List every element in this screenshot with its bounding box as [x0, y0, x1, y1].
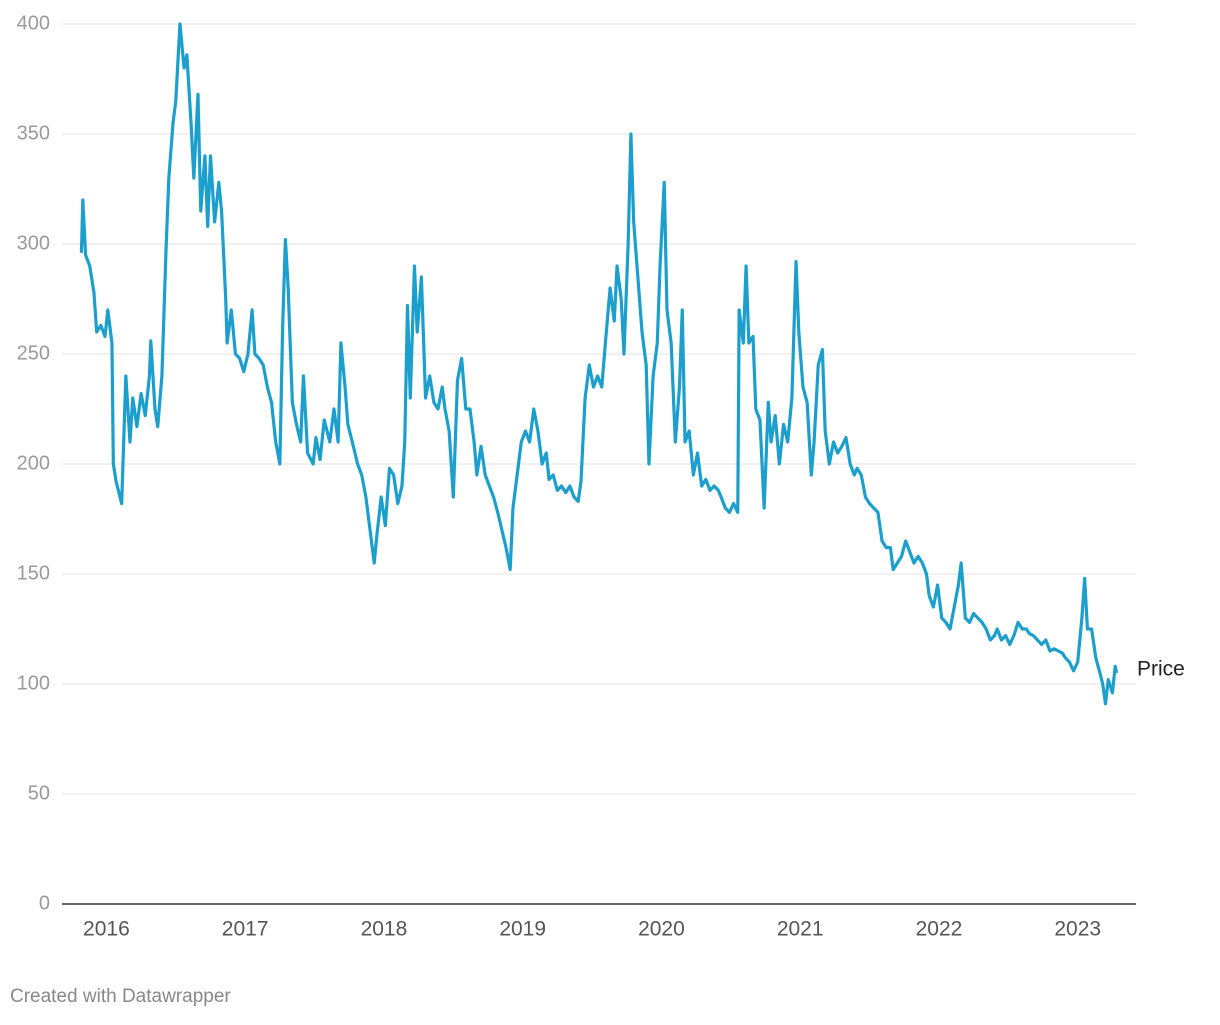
y-tick-label: 400	[17, 12, 50, 34]
x-tick-label: 2018	[361, 918, 408, 941]
y-tick-label: 350	[17, 122, 50, 144]
y-tick-label: 250	[17, 342, 50, 364]
y-tick-label: 100	[17, 672, 50, 694]
x-tick-label: 2021	[777, 918, 824, 941]
y-tick-label: 200	[17, 452, 50, 474]
x-tick-label: 2023	[1054, 918, 1101, 941]
x-tick-label: 2020	[638, 918, 685, 941]
y-tick-label: 0	[39, 892, 50, 914]
y-tick-label: 150	[17, 562, 50, 584]
y-tick-label: 50	[28, 782, 50, 804]
price-line	[79, 22, 1119, 706]
x-tick-label: 2017	[222, 918, 269, 941]
series-label: Price	[1137, 658, 1185, 681]
x-tick-label: 2019	[499, 918, 546, 941]
x-tick-label: 2022	[916, 918, 963, 941]
y-tick-label: 300	[17, 232, 50, 254]
credit: Created with Datawrapper	[10, 986, 231, 1007]
x-tick-label: 2016	[83, 918, 130, 941]
